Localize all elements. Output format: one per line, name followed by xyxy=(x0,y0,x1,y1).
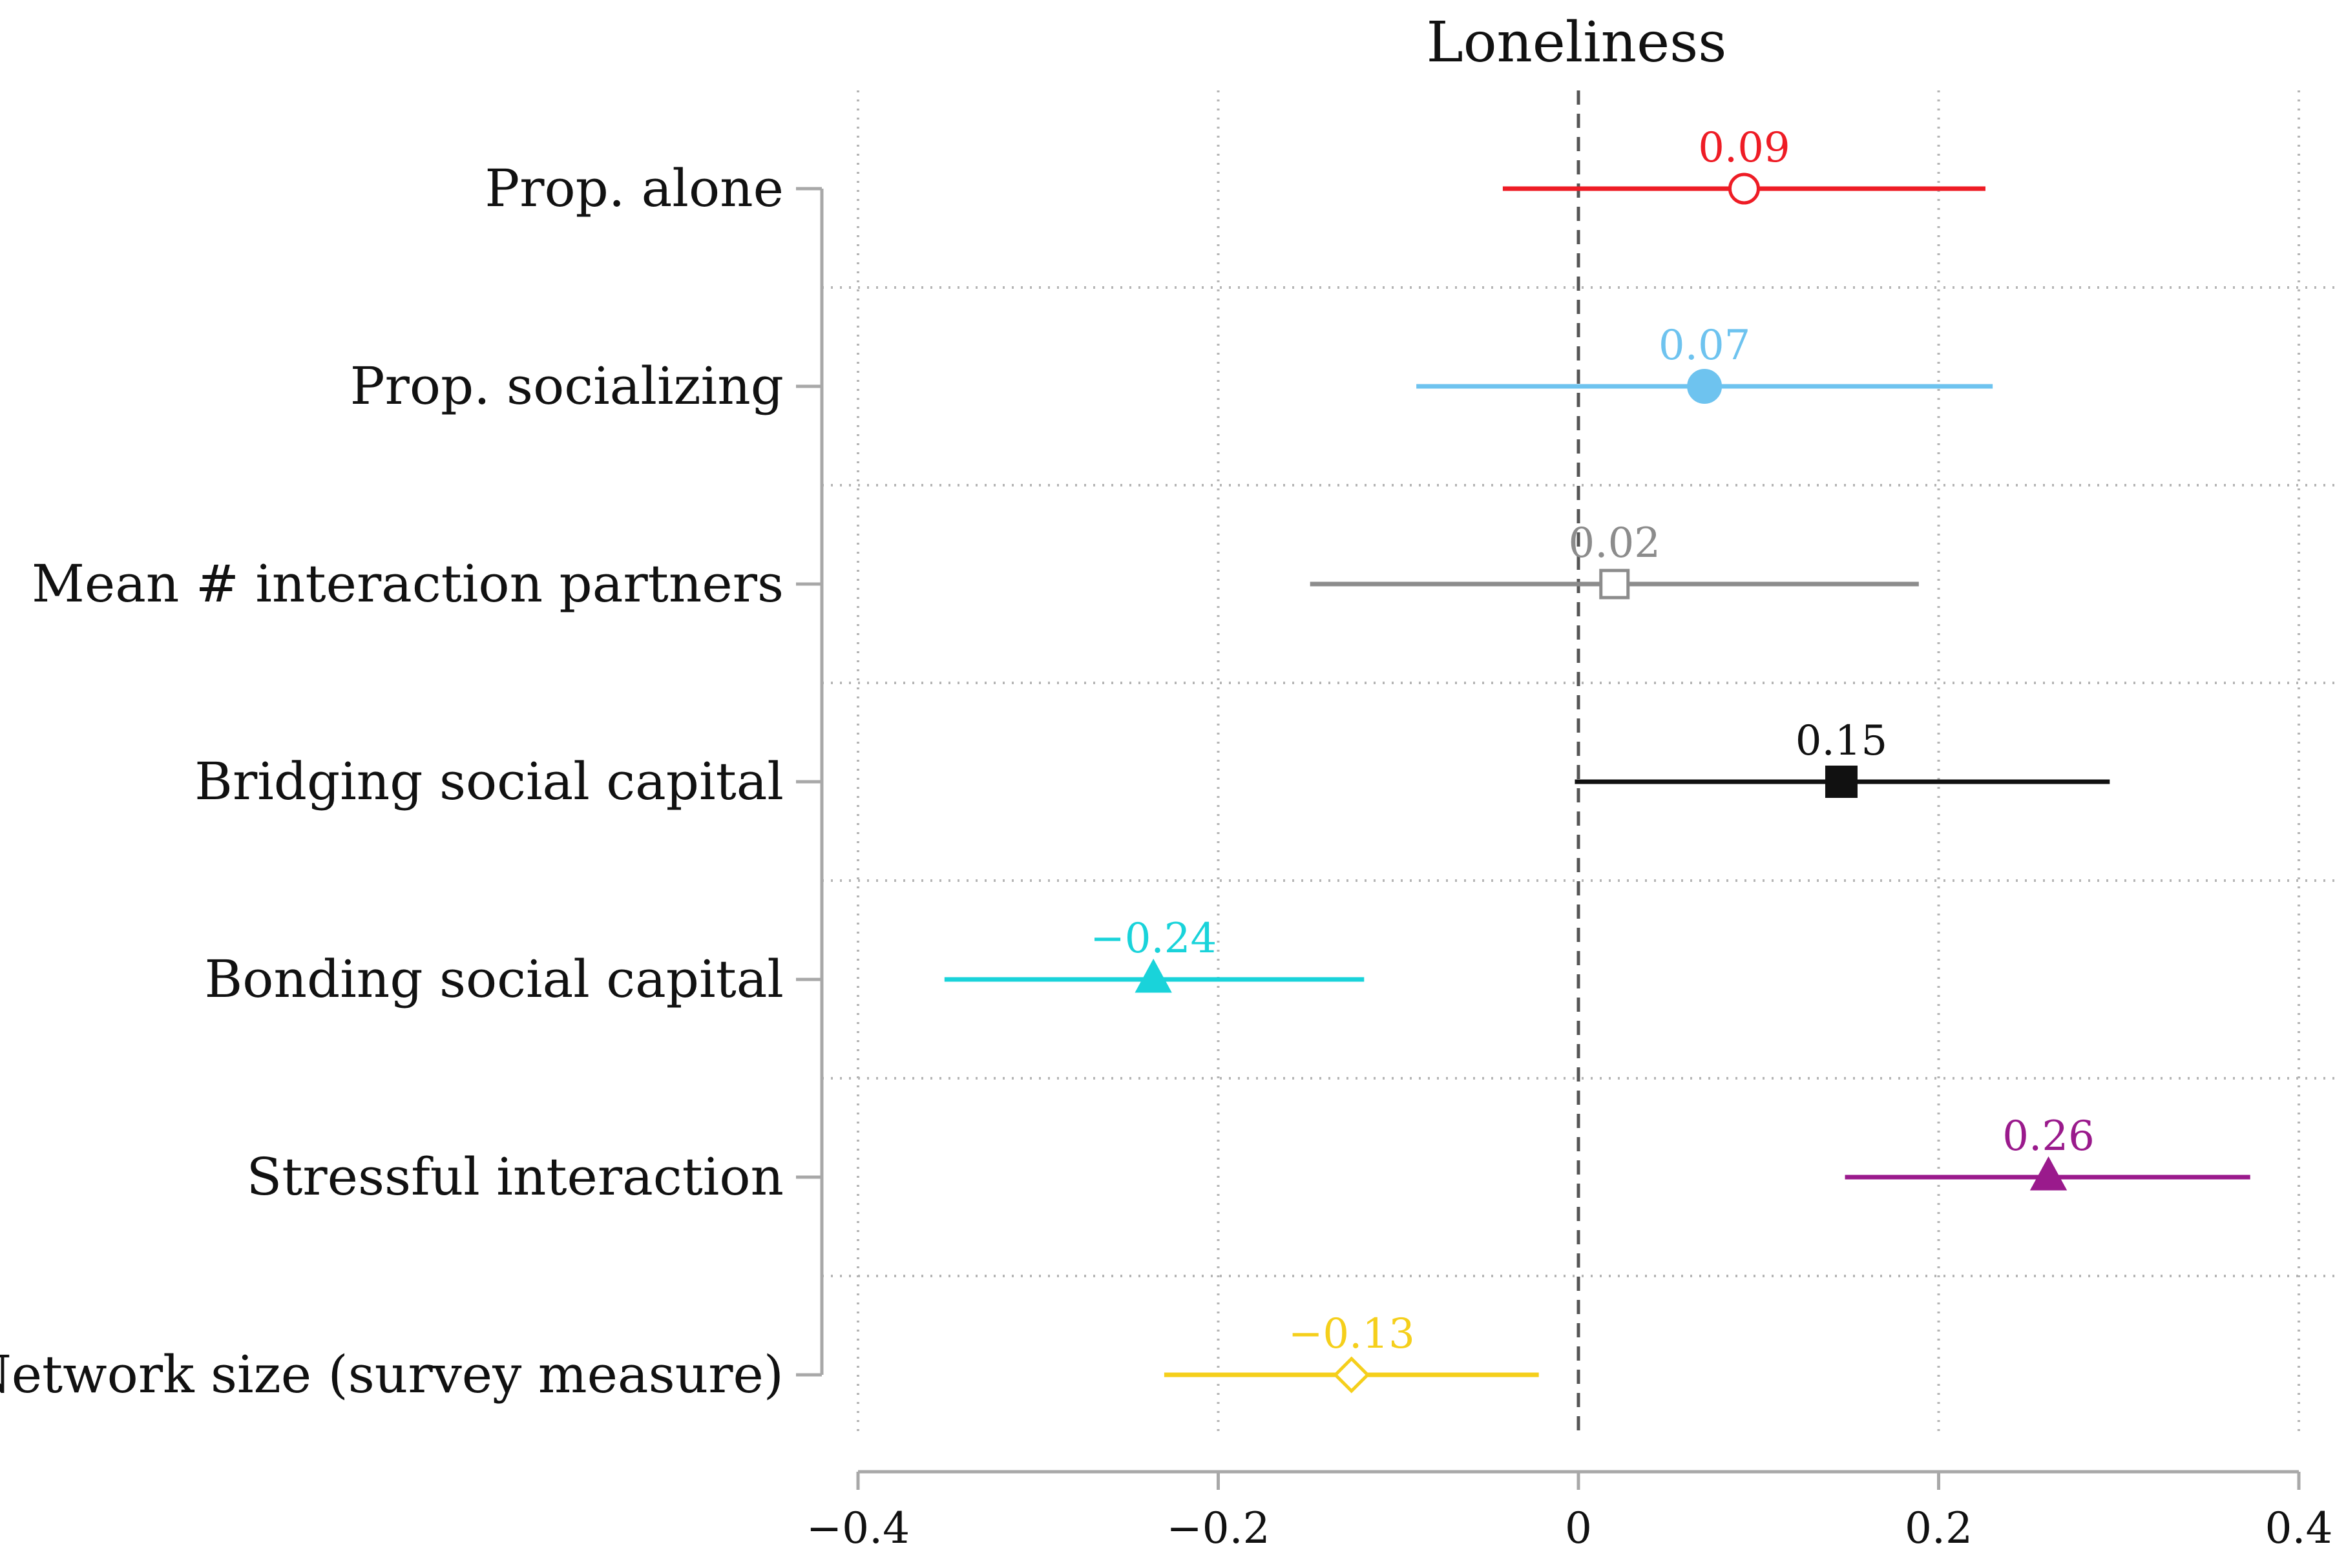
row-label: Stressful interaction xyxy=(246,1147,784,1207)
row-label: Network size (survey measure) xyxy=(0,1344,784,1405)
x-tick-label: 0 xyxy=(1565,1503,1592,1553)
value-label: 0.09 xyxy=(1698,124,1790,172)
row-label: Prop. alone xyxy=(485,158,784,218)
row-label: Bridging social capital xyxy=(194,751,784,811)
estimate-point xyxy=(2029,1156,2068,1191)
row-label: Mean # interaction partners xyxy=(32,554,784,614)
row-label: Bonding social capital xyxy=(205,949,784,1009)
estimate-point xyxy=(1333,1356,1370,1394)
series-row: Prop. alone 0.09 xyxy=(485,124,1985,218)
estimate-point xyxy=(1728,172,1760,205)
chart-title: Loneliness xyxy=(1427,10,1727,75)
value-label: 0.07 xyxy=(1659,322,1751,370)
x-tick-label: −0.4 xyxy=(806,1503,910,1553)
row-label: Prop. socializing xyxy=(350,356,784,416)
rows-layer: Prop. alone 0.09 Prop. socializing 0.07 Mean… xyxy=(0,124,2250,1405)
value-label: 0.02 xyxy=(1569,519,1661,567)
series-row: Mean # interaction partners 0.02 xyxy=(32,519,1919,614)
grid-layer xyxy=(822,90,2336,1431)
estimate-point xyxy=(1687,369,1723,404)
value-label: 0.15 xyxy=(1796,717,1888,765)
axis-layer: −0.4 −0.2 0 0.2 0.4 xyxy=(806,189,2333,1553)
estimate-point xyxy=(1825,766,1858,798)
x-tick-label: 0.2 xyxy=(1905,1503,1973,1553)
series-row: Network size (survey measure) −0.13 xyxy=(0,1310,1539,1405)
estimate-point xyxy=(1599,569,1630,600)
series-row: Bonding social capital −0.24 xyxy=(205,915,1365,1009)
value-label: −0.13 xyxy=(1288,1310,1415,1358)
value-label: 0.26 xyxy=(2002,1113,2095,1160)
series-row: Stressful interaction 0.26 xyxy=(246,1113,2250,1207)
estimate-point xyxy=(1135,958,1172,993)
series-row: Bridging social capital 0.15 xyxy=(194,717,2110,811)
value-label: −0.24 xyxy=(1090,915,1217,963)
x-tick-label: −0.2 xyxy=(1166,1503,1270,1553)
series-row: Prop. socializing 0.07 xyxy=(350,322,1993,416)
x-tick-label: 0.4 xyxy=(2265,1503,2333,1553)
